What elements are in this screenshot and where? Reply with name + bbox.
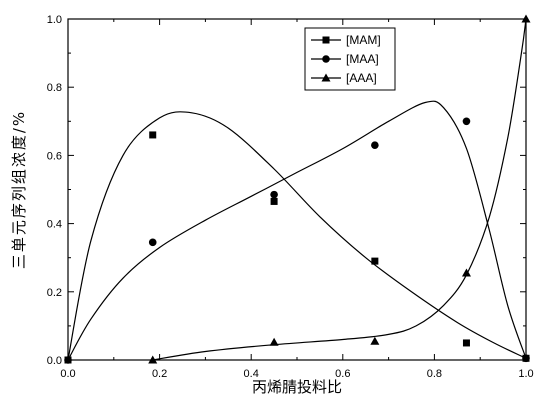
y-tick-label: 0.0 [47,355,62,367]
plot-layer [64,15,530,364]
data-point-mam [271,198,278,205]
legend-label-mam: [MAM] [346,33,381,47]
x-axis-title: 丙烯腈投料比 [252,378,342,396]
x-tick-label: 0.8 [427,368,442,380]
data-point-aaa [270,338,279,346]
data-point-mam [463,339,470,346]
y-tick-label: 0.6 [47,150,62,162]
fit-curve-maa [68,101,526,360]
plot-frame [68,19,526,360]
y-tick-label: 0.4 [47,219,62,231]
data-point-mam [371,258,378,265]
data-point-maa [149,239,157,247]
fit-curve-mam [68,112,526,360]
legend-label-aaa: [AAA] [346,71,377,85]
data-point-mam [149,131,156,138]
data-point-maa [270,191,278,199]
data-point-aaa [370,337,379,345]
legend: [MAM] [MAA] [AAA] [305,28,395,90]
legend-marker-maa [322,55,330,63]
legend-label-maa: [MAA] [346,52,379,66]
data-point-maa [463,118,471,126]
y-axis-title: 三单元序列组浓度/% [10,110,28,269]
x-tick-label: 0.0 [60,368,75,380]
x-tick-label: 0.2 [152,368,167,380]
y-tick-label: 0.2 [47,287,62,299]
y-tick-label: 0.8 [47,82,62,94]
x-tick-label: 1.0 [518,368,533,380]
legend-marker-mam [323,37,330,44]
y-tick-label: 1.0 [47,14,62,26]
data-point-maa [371,141,379,149]
